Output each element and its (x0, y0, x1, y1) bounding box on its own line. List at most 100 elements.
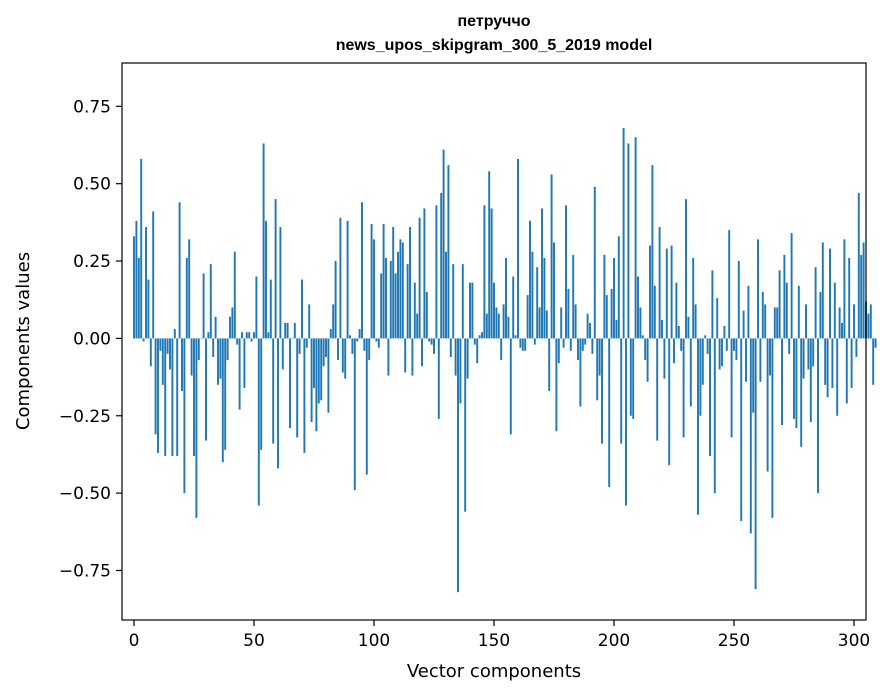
bar (435, 205, 438, 339)
bar (656, 338, 659, 441)
bar (874, 338, 877, 348)
bar (183, 338, 186, 494)
bar (596, 338, 599, 401)
bar (243, 338, 246, 388)
bar (358, 329, 361, 339)
bar (149, 338, 152, 367)
bar (495, 307, 498, 339)
bar (817, 338, 819, 494)
bar (862, 242, 865, 339)
bar (339, 217, 342, 339)
bar (296, 338, 299, 438)
bar (485, 313, 488, 339)
bar (745, 338, 747, 382)
bar (286, 322, 289, 339)
bar (219, 338, 222, 379)
bar (569, 338, 572, 351)
bar (531, 251, 534, 339)
bar (389, 261, 392, 339)
bar (615, 319, 618, 339)
bar (193, 338, 195, 456)
bar (380, 273, 383, 339)
bar (809, 338, 812, 422)
bar (500, 338, 503, 361)
bar (781, 338, 783, 426)
x-tick-label: 50 (243, 631, 265, 651)
bar (142, 338, 145, 342)
bar (723, 326, 726, 339)
bar (848, 257, 851, 339)
bar (483, 205, 486, 339)
bar (188, 239, 191, 339)
x-tick-label: 200 (598, 631, 630, 651)
bar (788, 338, 791, 354)
bar (706, 338, 709, 354)
bar (680, 338, 683, 351)
bar (625, 338, 627, 506)
plot-frame (121, 62, 867, 621)
bar (658, 227, 661, 339)
bar (668, 338, 671, 466)
bar (406, 264, 409, 339)
bar (459, 338, 462, 404)
x-tick-label: 100 (358, 631, 390, 651)
y-tick-label: 0.75 (73, 97, 111, 117)
bar (634, 137, 637, 339)
bar (790, 233, 793, 339)
bar (253, 332, 255, 339)
bar (214, 316, 217, 339)
bar (197, 338, 200, 361)
bar (241, 332, 243, 339)
bar (653, 285, 656, 339)
bar (207, 332, 210, 339)
bar (505, 257, 507, 339)
bar (869, 304, 872, 339)
bar (622, 127, 625, 339)
bar (682, 338, 685, 438)
bar (205, 338, 207, 441)
bar (577, 338, 579, 361)
bar (694, 304, 697, 339)
bar (747, 285, 750, 339)
bar (821, 242, 824, 339)
bar (826, 338, 829, 398)
bar (377, 338, 380, 348)
bar (423, 208, 426, 339)
bar (226, 338, 229, 361)
bar (598, 338, 601, 376)
bar (466, 338, 469, 379)
bar (819, 291, 822, 339)
bar (370, 223, 373, 339)
bar (685, 199, 687, 339)
bar (301, 279, 303, 339)
bar (382, 223, 385, 339)
bar (322, 338, 325, 367)
bar (221, 338, 224, 463)
bar (329, 329, 332, 339)
bar (536, 267, 539, 339)
bar (169, 338, 171, 370)
bar (430, 338, 433, 345)
bar (356, 338, 359, 342)
bar (310, 338, 313, 422)
bar (776, 307, 779, 339)
bar (135, 220, 138, 339)
bar (661, 319, 663, 339)
bar (637, 276, 639, 339)
y-axis-label: Components values (13, 252, 34, 430)
bar (454, 338, 457, 376)
bar (411, 338, 414, 376)
y-tick-label: 0.25 (73, 252, 111, 272)
bar (428, 338, 431, 342)
x-tick-label: 300 (838, 631, 870, 651)
bar (248, 332, 251, 339)
bar (553, 242, 555, 339)
bar (471, 282, 474, 339)
bar (181, 338, 183, 392)
bar (418, 217, 421, 339)
bar (303, 338, 306, 453)
bar (533, 338, 536, 345)
bar (341, 338, 344, 373)
bar (735, 338, 738, 361)
bar (166, 338, 169, 354)
